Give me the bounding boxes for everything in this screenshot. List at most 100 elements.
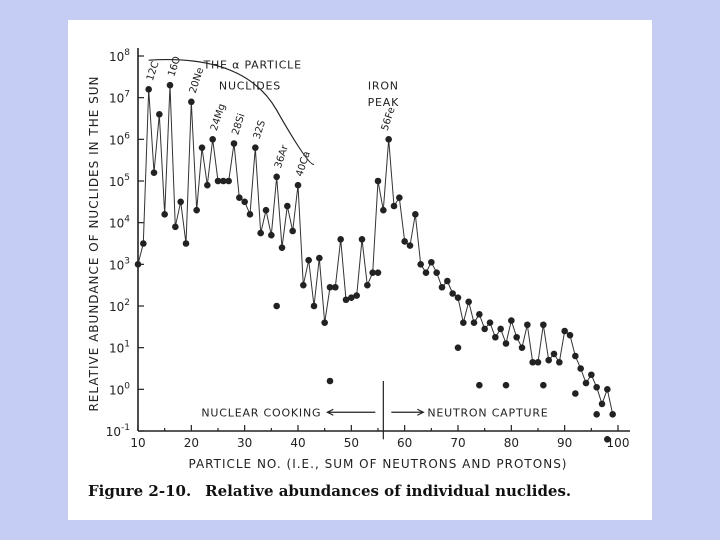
isotope-label: 28Si <box>230 112 247 136</box>
x-tick-label: 60 <box>397 436 412 450</box>
data-point <box>150 169 158 176</box>
iron-peak-line2: PEAK <box>368 96 400 109</box>
data-point <box>177 198 184 206</box>
x-tick-label: 10 <box>130 436 145 450</box>
isolated-point <box>326 377 334 385</box>
y-tick-label: 102 <box>109 298 130 314</box>
data-point <box>209 136 216 143</box>
data-point <box>337 236 344 243</box>
data-point <box>460 319 467 326</box>
data-point <box>198 144 206 151</box>
data-point <box>577 365 584 372</box>
data-point <box>454 294 462 301</box>
y-axis-title: RELATIVE ABUNDANCE OF NUCLIDES IN THE SU… <box>87 75 101 411</box>
data-point <box>540 321 547 329</box>
data-point <box>497 325 504 333</box>
y-tick-label: 106 <box>109 131 130 147</box>
data-point <box>225 177 232 185</box>
iron-peak-line1: IRON <box>368 79 399 92</box>
data-point <box>609 411 616 418</box>
y-tick-label: 100 <box>109 381 130 397</box>
data-point <box>390 202 398 210</box>
alpha-bracket <box>148 58 315 165</box>
alpha-header-line1: THE α PARTICLE <box>202 59 301 72</box>
data-point <box>444 277 451 285</box>
abundance-chart: 10 20 30 40 50 60 70 80 90 100 10-1 100 101 102 103 104… <box>87 48 630 471</box>
data-point <box>449 290 456 297</box>
y-tick-label: 104 <box>109 215 130 231</box>
isolated-point <box>604 436 611 443</box>
data-point <box>172 223 179 231</box>
isotope-label: 56Fe <box>380 106 398 132</box>
isolated-point <box>540 381 547 389</box>
nuclear-cooking-label: NUCLEAR COOKING <box>201 406 321 419</box>
data-point <box>326 283 334 291</box>
data-point <box>166 81 174 89</box>
data-point <box>598 400 606 408</box>
data-point <box>257 229 264 237</box>
data-point <box>236 194 243 201</box>
data-point <box>481 325 488 333</box>
data-point <box>289 227 296 235</box>
x-tick-label: 30 <box>237 436 252 450</box>
data-point <box>534 358 542 366</box>
data-point <box>422 269 430 276</box>
data-point <box>380 206 387 214</box>
figure-caption: Figure 2-10. Relative abundances of indiv… <box>88 482 585 500</box>
cooking-arrow <box>325 408 376 416</box>
data-point <box>604 386 611 393</box>
data-point <box>300 281 307 289</box>
data-point <box>470 319 478 326</box>
alpha-header-line2: NUCLIDES <box>219 79 281 92</box>
data-point <box>492 333 499 341</box>
x-tick-label: 80 <box>504 436 519 450</box>
data-point <box>134 261 142 268</box>
isotope-label: 32S <box>252 119 268 141</box>
x-tick-label: 50 <box>344 436 359 450</box>
data-point <box>342 296 350 304</box>
data-point <box>353 292 360 299</box>
data-point <box>241 198 248 206</box>
data-point <box>588 371 595 379</box>
data-point <box>476 311 483 318</box>
data-point <box>332 283 339 291</box>
y-tick-label: 101 <box>109 340 130 356</box>
data-point <box>412 211 419 218</box>
data-point <box>374 177 382 185</box>
data-point <box>508 317 515 324</box>
series-line <box>137 85 614 415</box>
data-point <box>433 269 440 276</box>
isolated-point <box>476 381 483 389</box>
data-point <box>284 202 291 210</box>
data-point <box>182 240 190 247</box>
data-point <box>230 140 238 147</box>
isotope-label: 24Mg <box>209 103 228 133</box>
data-point <box>252 144 259 151</box>
isotope-label: 16O <box>166 55 183 78</box>
isotope-label: 12C <box>145 60 162 82</box>
data-point <box>348 294 355 301</box>
data-point <box>188 98 195 106</box>
isolated-point <box>374 269 382 276</box>
data-point <box>465 298 472 306</box>
data-point <box>273 173 280 181</box>
isotope-label: 36Ar <box>273 143 291 170</box>
x-tick-label: 70 <box>450 436 465 450</box>
isolated-point <box>593 411 600 418</box>
data-point <box>193 206 200 214</box>
x-axis-title: PARTICLE NO. (I.E., SUM OF NEUTRONS AND … <box>188 457 567 471</box>
y-tick-label: 108 <box>109 48 130 64</box>
data-point <box>572 352 579 360</box>
data-point <box>246 211 254 218</box>
capture-arrow <box>391 408 425 416</box>
y-tick-label: 105 <box>109 173 130 189</box>
data-point <box>156 111 163 118</box>
data-point <box>145 86 152 93</box>
data-point <box>358 236 366 243</box>
caption-text: Relative abundances of individual nuclid… <box>205 482 572 500</box>
y-tick-label: 107 <box>109 90 130 106</box>
data-point <box>561 327 568 335</box>
data-point <box>396 194 403 201</box>
data-point <box>406 242 414 249</box>
data-point <box>204 181 211 189</box>
